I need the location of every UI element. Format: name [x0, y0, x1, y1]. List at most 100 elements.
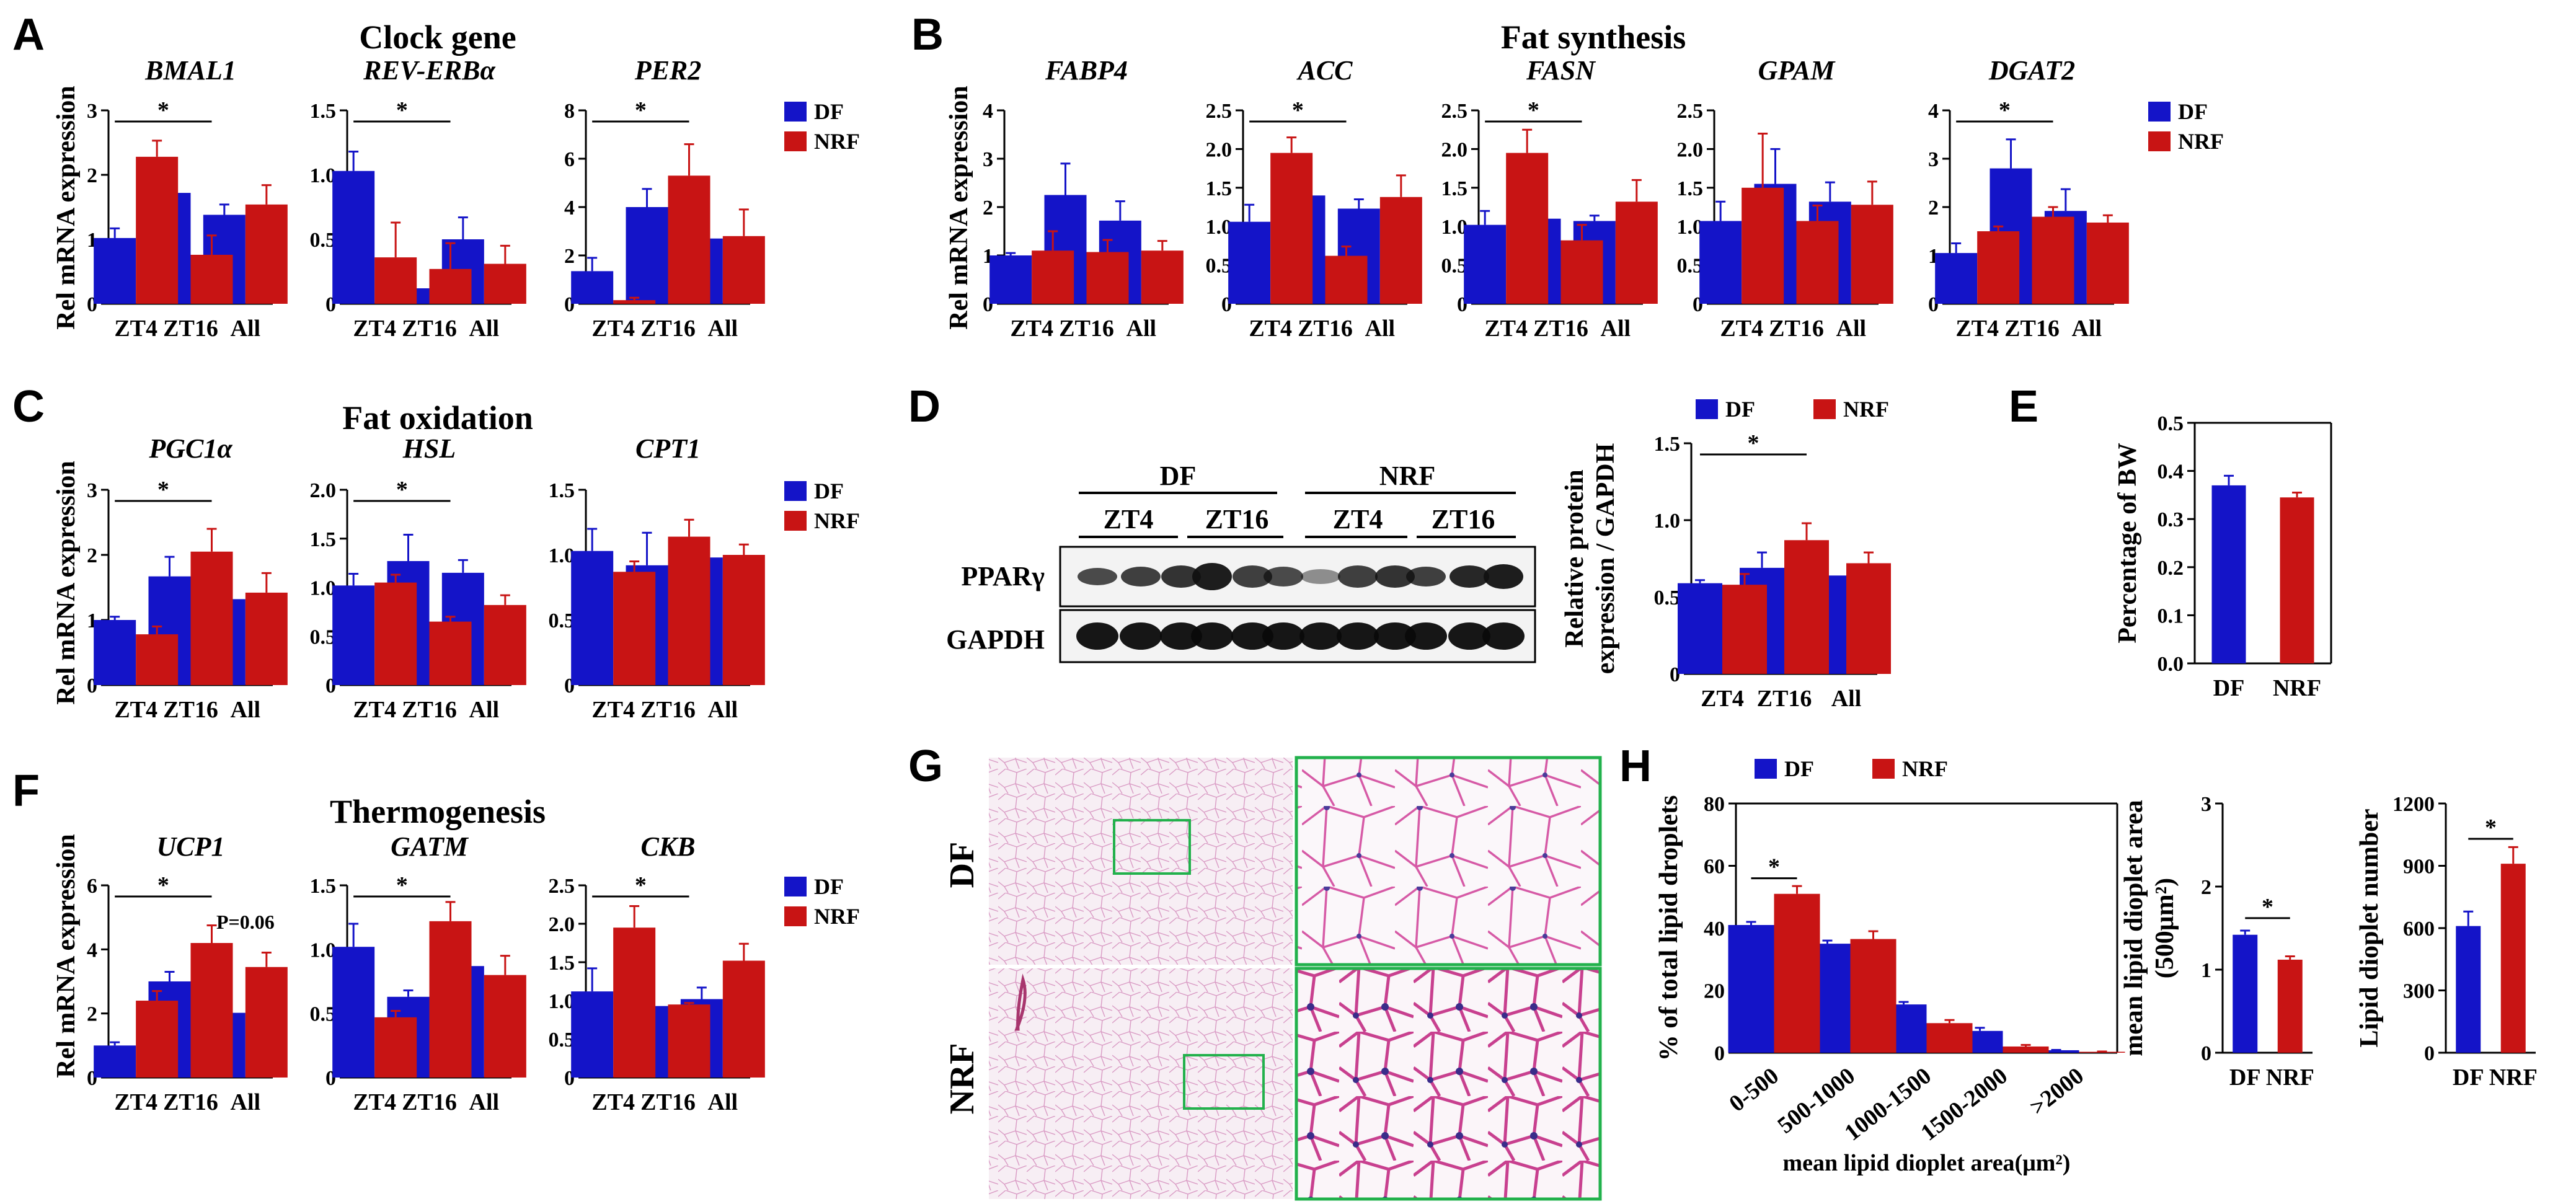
bar-nrf — [136, 634, 179, 685]
chart-title: REV-ERBα — [363, 55, 495, 86]
x-tick-label: ZT4 — [591, 697, 635, 723]
significance-star: * — [1748, 430, 1759, 456]
chart-title: BMAL1 — [144, 55, 236, 86]
panel-letter-g: G — [908, 741, 943, 791]
x-tick-label: ZT16 — [163, 316, 218, 342]
y-tick-label: 4 — [983, 100, 993, 123]
y-axis-label: Relative protein — [1560, 469, 1589, 647]
significance-star: * — [2485, 815, 2497, 841]
x-tick-label: ZT16 — [1769, 316, 1824, 342]
histology-row-df: DF — [943, 842, 981, 888]
significance-star: * — [1768, 854, 1780, 880]
y-axis-label: (500μm²) — [2151, 878, 2179, 978]
y-tick-label: 80 — [1704, 793, 1725, 816]
x-tick-label: All — [231, 697, 261, 723]
y-tick-label: 0.5 — [1654, 587, 1681, 609]
x-tick-label: All — [1126, 316, 1157, 342]
significance-star: * — [1528, 97, 1539, 123]
significance-star: * — [1999, 97, 2011, 123]
x-tick-label: All — [231, 316, 261, 342]
y-tick-label: 2.0 — [549, 913, 575, 936]
bar-df — [1728, 924, 1774, 1053]
y-tick-label: 3 — [87, 479, 97, 502]
legend-label: NRF — [814, 129, 860, 154]
legend-swatch-nrf — [784, 131, 807, 151]
blot-band-ppar — [1338, 565, 1378, 588]
bar-df — [571, 991, 614, 1078]
row-c-ylabel: Rel mRNA expression — [52, 461, 81, 705]
y-tick-label: 0 — [2424, 1042, 2435, 1065]
significance-star: * — [396, 97, 408, 123]
p-value: P=0.06 — [216, 911, 275, 933]
chart-title: GPAM — [1758, 55, 1836, 86]
bar-nrf — [374, 257, 417, 304]
legend-label: DF — [814, 479, 844, 503]
panel-f-title: Thermogenesis — [330, 793, 546, 830]
bar-df — [1699, 221, 1742, 304]
chart-title: CPT1 — [635, 433, 701, 464]
bar-nrf — [1851, 205, 1893, 304]
bar-nrf — [1086, 252, 1129, 304]
y-tick-label: 1.5 — [1441, 177, 1468, 200]
legend-swatch-nrf — [784, 511, 807, 531]
y-tick-label: 1.0 — [1654, 510, 1681, 533]
bar-nrf — [613, 300, 656, 304]
y-tick-label: 2 — [87, 1003, 97, 1026]
bar-df — [1935, 253, 1978, 304]
y-tick-label: 1.0 — [549, 990, 575, 1013]
bar-df — [571, 551, 614, 685]
panel-letter-f: F — [12, 766, 40, 816]
chart-title: PGC1α — [148, 433, 232, 464]
y-tick-label: 1200 — [2392, 793, 2435, 816]
blot-band-gapdh — [1448, 622, 1490, 650]
y-axis-label: expression / GAPDH — [1591, 443, 1620, 675]
bar-nrf — [1270, 153, 1313, 304]
y-tick-label: 0.2 — [2158, 557, 2184, 580]
bar-nrf — [1379, 197, 1422, 304]
bar-nrf — [484, 604, 526, 685]
y-axis-label: mean lipid dioplet area — [2120, 800, 2148, 1056]
x-tick-label: ZT4 — [114, 1089, 157, 1115]
panel-letter-h: H — [1619, 741, 1652, 791]
blot-band-ppar — [1078, 568, 1117, 585]
y-tick-label: 0.5 — [310, 626, 337, 648]
bar-nrf — [484, 975, 526, 1078]
bar-nrf — [429, 268, 472, 304]
y-tick-label: 1.5 — [1206, 177, 1233, 200]
legend-swatch-df — [784, 481, 807, 501]
bar-nrf — [2280, 497, 2314, 663]
western-blot: DF NRF ZT4 ZT16 ZT4 ZT16 PPARγ GAPDH — [946, 461, 1536, 663]
chart-title: HSL — [402, 433, 456, 464]
blot-band-label-ppar: PPARγ — [961, 561, 1045, 591]
x-tick-label: All — [469, 697, 500, 723]
panel-b-title: Fat synthesis — [1501, 19, 1686, 56]
bar-df — [989, 255, 1032, 304]
x-tick-label: ZT4 — [1955, 316, 1999, 342]
bar-nrf — [374, 1017, 417, 1078]
x-tick-label: All — [708, 316, 738, 342]
y-tick-label: 2.0 — [1206, 138, 1233, 161]
chart-d1: 0 0.5 1.0 1.5 Relative protein expression / G… — [1560, 397, 1891, 712]
blot-band-gapdh — [1120, 622, 1162, 650]
x-tick-label: ZT16 — [1298, 316, 1353, 342]
panel-c-title: Fat oxidation — [342, 399, 533, 436]
x-tick-label: ZT16 — [1757, 686, 1812, 712]
legend-label: NRF — [1902, 756, 1948, 781]
bar-nrf — [190, 254, 233, 304]
y-tick-label: 3 — [983, 148, 993, 171]
bar-nrf — [1846, 563, 1891, 674]
zoom-box — [1113, 819, 1191, 875]
y-tick-label: 0.0 — [2158, 653, 2184, 676]
histology-df-high — [1295, 756, 1602, 967]
x-tick-label: ZT16 — [640, 697, 696, 723]
y-tick-label: 0.3 — [2158, 508, 2184, 531]
